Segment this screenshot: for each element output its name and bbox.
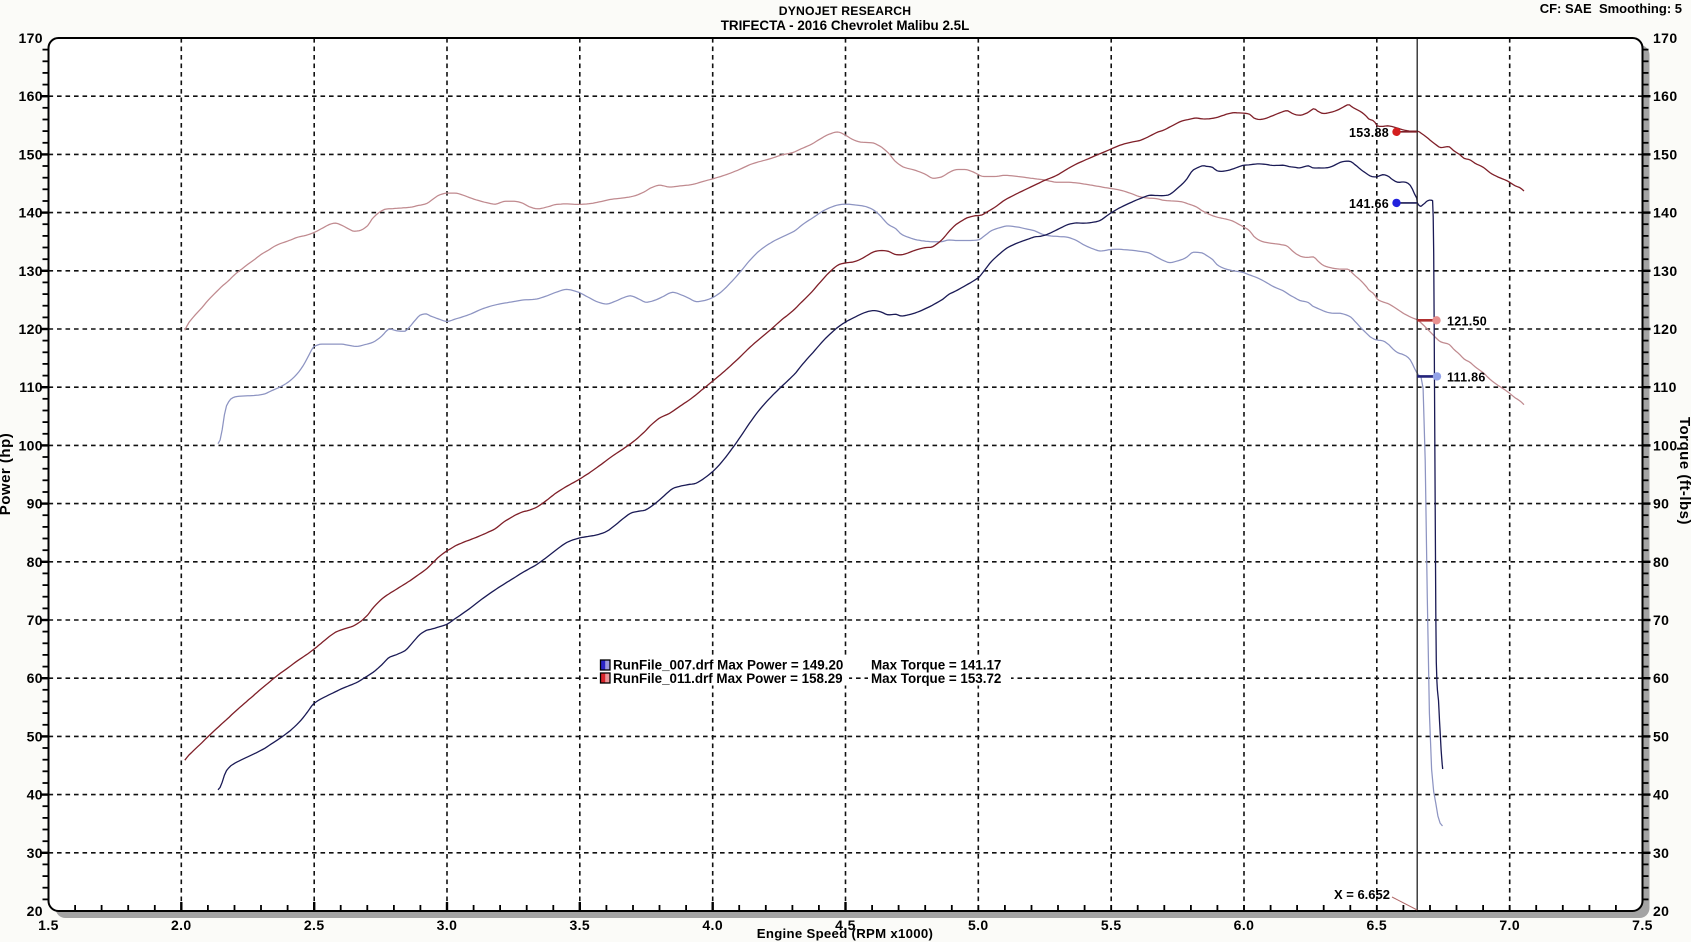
- svg-text:3.5: 3.5: [569, 917, 590, 933]
- svg-text:170: 170: [1653, 30, 1678, 46]
- svg-text:RunFile_007.drf Max Power = 14: RunFile_007.drf Max Power = 149.20: [613, 658, 843, 673]
- svg-text:90: 90: [1653, 496, 1669, 512]
- svg-text:3.0: 3.0: [437, 917, 458, 933]
- svg-text:5.5: 5.5: [1101, 917, 1122, 933]
- svg-text:100: 100: [1653, 437, 1678, 453]
- svg-text:141.66: 141.66: [1349, 197, 1389, 211]
- svg-text:40: 40: [27, 787, 43, 803]
- svg-text:40: 40: [1653, 787, 1669, 803]
- svg-text:Torque (ft-lbs): Torque (ft-lbs): [1676, 417, 1691, 525]
- svg-text:110: 110: [19, 379, 43, 395]
- svg-text:X = 6.652: X = 6.652: [1334, 887, 1390, 902]
- svg-text:80: 80: [27, 554, 43, 570]
- svg-text:130: 130: [18, 263, 43, 279]
- svg-text:130: 130: [1653, 263, 1678, 279]
- svg-text:160: 160: [18, 88, 43, 104]
- svg-text:150: 150: [1653, 146, 1678, 162]
- svg-text:50: 50: [27, 728, 43, 744]
- svg-text:Max Torque = 141.17: Max Torque = 141.17: [871, 658, 1001, 673]
- svg-text:120: 120: [1653, 321, 1678, 337]
- svg-text:50: 50: [1653, 728, 1669, 744]
- svg-text:80: 80: [1653, 554, 1669, 570]
- svg-text:CF: SAE Smoothing: 5: CF: SAE Smoothing: 5: [1540, 1, 1682, 16]
- svg-text:30: 30: [27, 845, 43, 861]
- svg-text:60: 60: [27, 670, 43, 686]
- svg-text:70: 70: [1653, 612, 1669, 628]
- svg-text:30: 30: [1653, 845, 1669, 861]
- svg-text:20: 20: [1653, 903, 1669, 919]
- svg-text:140: 140: [18, 205, 43, 221]
- svg-text:RunFile_011.drf Max Power = 15: RunFile_011.drf Max Power = 158.29: [613, 671, 843, 686]
- svg-text:60: 60: [1653, 670, 1669, 686]
- svg-text:20: 20: [27, 903, 43, 919]
- svg-text:90: 90: [27, 496, 43, 512]
- svg-text:111.86: 111.86: [1447, 370, 1486, 384]
- svg-text:121.50: 121.50: [1447, 314, 1487, 328]
- svg-text:7.0: 7.0: [1499, 917, 1520, 933]
- svg-text:110: 110: [1653, 379, 1677, 395]
- svg-text:160: 160: [1653, 88, 1678, 104]
- svg-text:100: 100: [18, 437, 43, 453]
- svg-text:5.0: 5.0: [968, 917, 989, 933]
- svg-text:Engine Speed (RPM x1000): Engine Speed (RPM x1000): [757, 926, 934, 941]
- svg-text:153.88: 153.88: [1349, 126, 1389, 140]
- svg-text:TRIFECTA - 2016 Chevrolet Mali: TRIFECTA - 2016 Chevrolet Malibu 2.5L: [721, 18, 970, 33]
- svg-text:4.0: 4.0: [702, 917, 723, 933]
- svg-text:4.5: 4.5: [835, 917, 856, 933]
- svg-text:70: 70: [27, 612, 43, 628]
- svg-text:DYNOJET RESEARCH: DYNOJET RESEARCH: [779, 4, 912, 18]
- svg-text:140: 140: [1653, 205, 1678, 221]
- svg-text:Max Torque = 153.72: Max Torque = 153.72: [871, 671, 1001, 686]
- svg-text:1.5: 1.5: [38, 917, 59, 933]
- svg-text:2.0: 2.0: [171, 917, 192, 933]
- svg-text:6.5: 6.5: [1366, 917, 1387, 933]
- svg-text:Power (hp): Power (hp): [0, 433, 14, 516]
- svg-text:2.5: 2.5: [304, 917, 325, 933]
- svg-text:150: 150: [18, 146, 43, 162]
- svg-text:170: 170: [18, 30, 43, 46]
- svg-text:6.0: 6.0: [1234, 917, 1255, 933]
- svg-text:120: 120: [18, 321, 43, 337]
- svg-text:7.5: 7.5: [1632, 917, 1653, 933]
